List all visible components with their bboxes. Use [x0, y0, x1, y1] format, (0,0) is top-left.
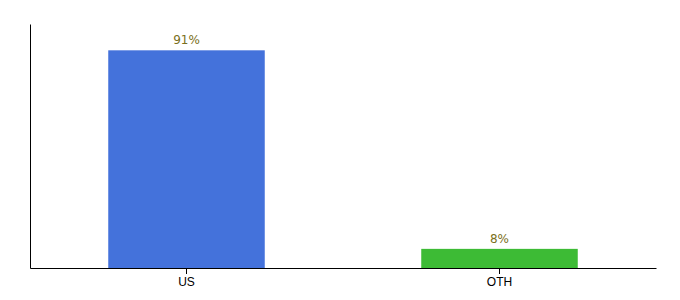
data-labels: 91% 8% [173, 33, 509, 246]
x-tick: OTH [487, 268, 512, 289]
bar [421, 249, 578, 268]
bars [108, 50, 578, 268]
data-label: 91% [173, 33, 200, 47]
bar [108, 50, 265, 268]
x-axis: US OTH [31, 268, 657, 289]
y-axis [30, 25, 31, 269]
y-axis-line [30, 25, 31, 269]
x-tick: US [178, 268, 195, 289]
x-tick-mark [186, 268, 187, 274]
x-tick-label: OTH [487, 275, 512, 289]
x-tick-mark [499, 268, 500, 274]
chart: US OTH 91% 8% [0, 0, 680, 300]
data-label: 8% [490, 232, 509, 246]
x-tick-label: US [178, 275, 195, 289]
plot: US OTH 91% 8% [31, 25, 657, 289]
x-axis-line [31, 268, 657, 269]
